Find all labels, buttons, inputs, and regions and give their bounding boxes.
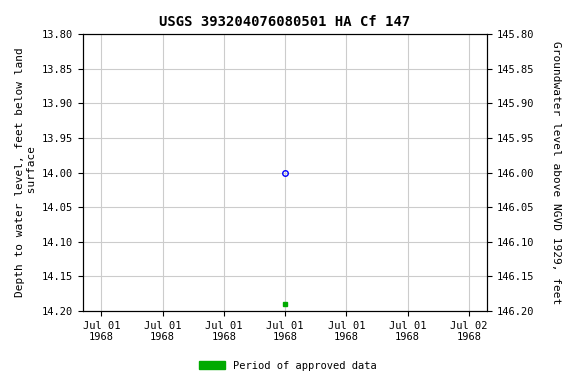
Title: USGS 393204076080501 HA Cf 147: USGS 393204076080501 HA Cf 147	[160, 15, 411, 29]
Legend: Period of approved data: Period of approved data	[195, 357, 381, 375]
Y-axis label: Groundwater level above NGVD 1929, feet: Groundwater level above NGVD 1929, feet	[551, 41, 561, 304]
Y-axis label: Depth to water level, feet below land
 surface: Depth to water level, feet below land su…	[15, 48, 37, 298]
